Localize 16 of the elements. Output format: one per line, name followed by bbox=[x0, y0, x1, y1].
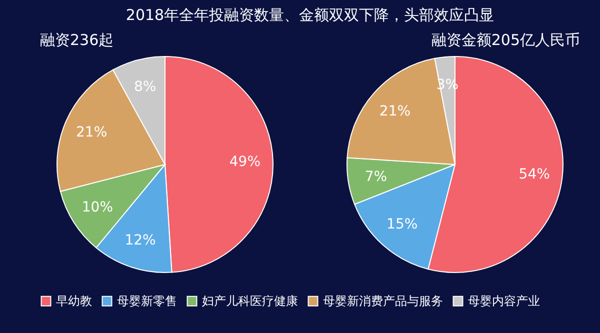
data-label: 10% bbox=[82, 199, 114, 216]
data-label: 54% bbox=[518, 166, 550, 183]
legend-label: 母婴新零售 bbox=[117, 294, 177, 308]
legend-label: 妇产儿科医疗健康 bbox=[202, 294, 298, 308]
legend-label: 早幼教 bbox=[56, 294, 92, 308]
legend-label: 母婴新消费产品与服务 bbox=[323, 294, 443, 308]
legend-label: 母婴内容产业 bbox=[468, 294, 540, 308]
chart-subtitle: 融资236起 bbox=[40, 31, 114, 49]
data-label: 21% bbox=[76, 124, 108, 141]
chart-title: 2018年全年投融资数量、金额双双下降，头部效应凸显 bbox=[126, 6, 494, 24]
data-label: 21% bbox=[379, 104, 411, 120]
data-label: 15% bbox=[386, 216, 418, 233]
data-label: 12% bbox=[124, 232, 156, 249]
data-label: 7% bbox=[364, 169, 388, 186]
data-label: 49% bbox=[229, 154, 261, 170]
chart-title: 融资金额205亿人民币 bbox=[431, 31, 580, 49]
